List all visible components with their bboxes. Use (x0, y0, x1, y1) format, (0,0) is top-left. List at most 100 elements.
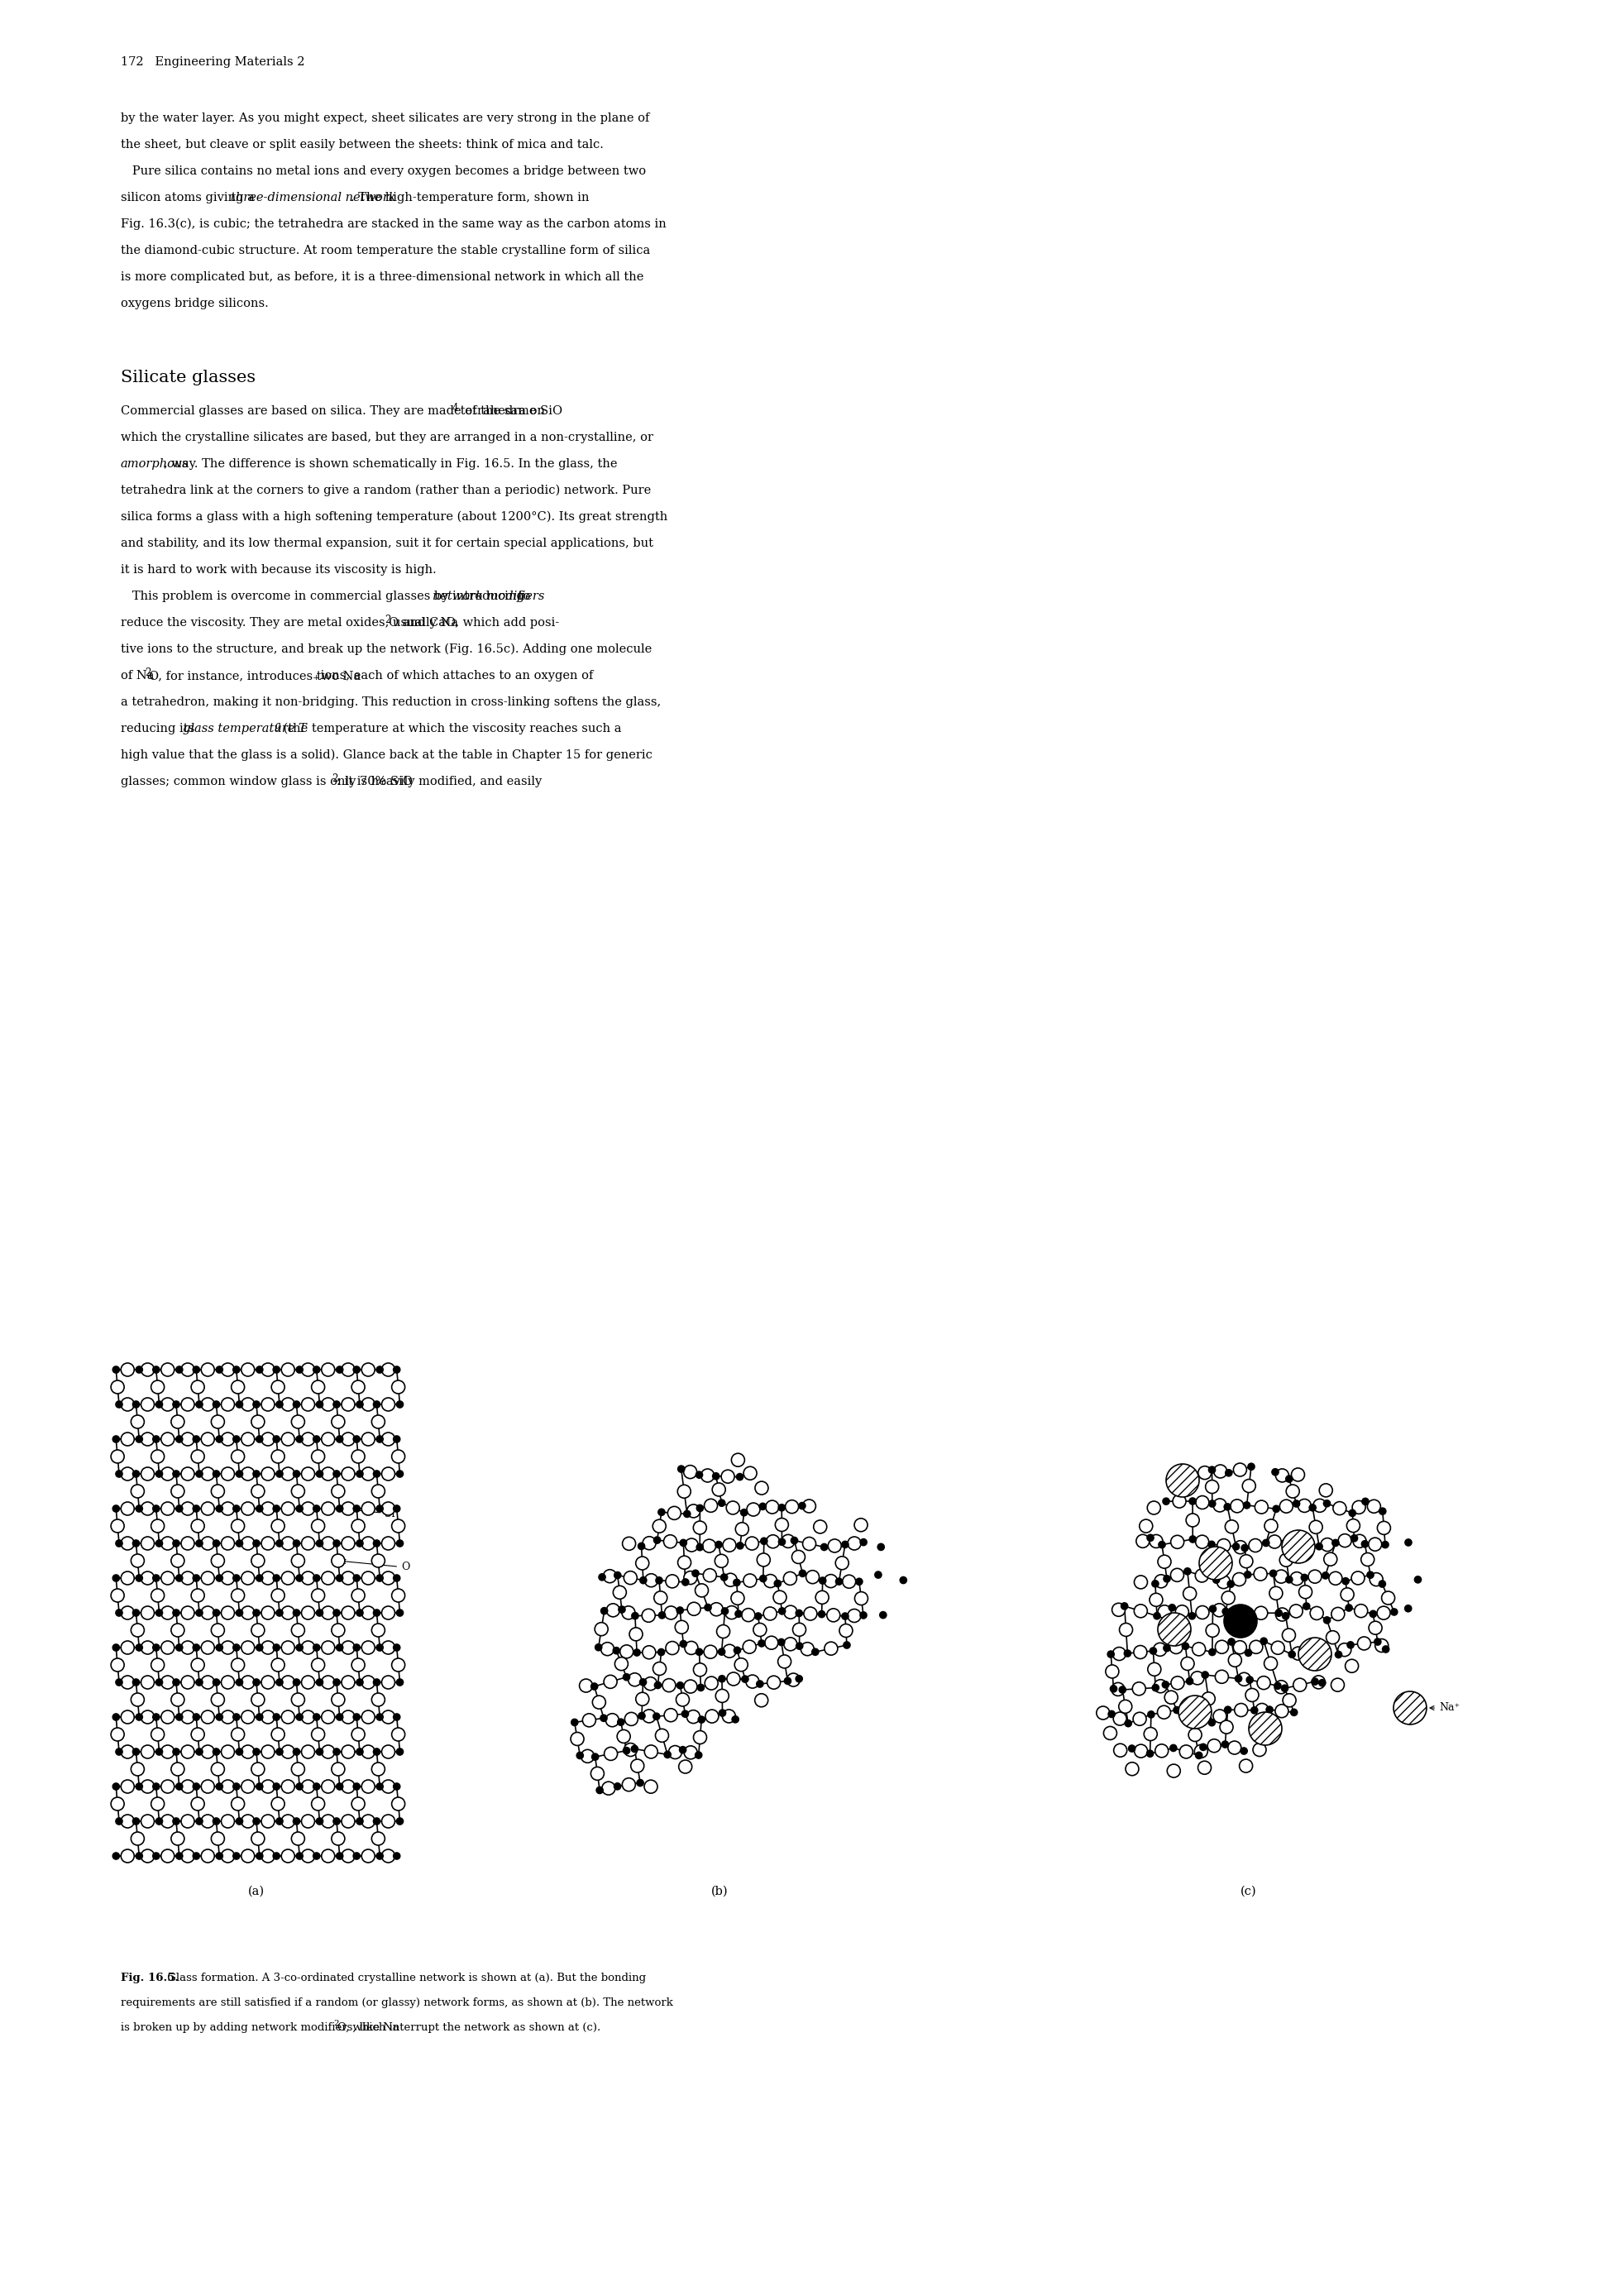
Circle shape (316, 1818, 322, 1825)
Circle shape (242, 1779, 255, 1793)
Circle shape (1134, 1605, 1147, 1619)
Circle shape (1170, 1536, 1184, 1548)
Circle shape (116, 1609, 122, 1616)
Text: the sheet, but cleave or split easily between the sheets: think of mica and talc: the sheet, but cleave or split easily be… (121, 140, 603, 152)
Circle shape (193, 1644, 200, 1651)
Circle shape (1195, 1605, 1208, 1619)
Circle shape (633, 1649, 640, 1655)
Circle shape (293, 1678, 300, 1685)
Circle shape (316, 1609, 322, 1616)
Circle shape (656, 1729, 669, 1743)
Text: three-dimensional network: three-dimensional network (230, 193, 396, 204)
Circle shape (171, 1832, 184, 1846)
Circle shape (172, 1818, 179, 1825)
Circle shape (818, 1577, 825, 1584)
Circle shape (361, 1570, 375, 1584)
Circle shape (691, 1570, 699, 1577)
Text: 2: 2 (385, 615, 390, 625)
Circle shape (1274, 1681, 1287, 1694)
Circle shape (235, 1609, 243, 1616)
Circle shape (814, 1520, 826, 1534)
Circle shape (161, 1607, 174, 1619)
Circle shape (221, 1711, 234, 1724)
Circle shape (1281, 1685, 1287, 1692)
Circle shape (353, 1713, 359, 1720)
Circle shape (337, 1366, 343, 1373)
Circle shape (234, 1435, 240, 1442)
Circle shape (321, 1642, 335, 1653)
Circle shape (230, 1380, 245, 1394)
Circle shape (693, 1520, 706, 1534)
Circle shape (374, 1541, 380, 1548)
Circle shape (847, 1609, 860, 1623)
Circle shape (377, 1506, 383, 1513)
Text: This problem is overcome in commercial glasses by introducing: This problem is overcome in commercial g… (121, 590, 528, 602)
Circle shape (614, 1573, 620, 1580)
Circle shape (271, 1658, 285, 1671)
Circle shape (693, 1731, 706, 1745)
Circle shape (712, 1483, 725, 1497)
Circle shape (111, 1449, 124, 1463)
Circle shape (1133, 1713, 1145, 1727)
Text: g: g (274, 721, 280, 730)
Circle shape (681, 1580, 688, 1587)
Circle shape (201, 1779, 214, 1793)
Circle shape (372, 1486, 385, 1497)
Circle shape (235, 1818, 243, 1825)
Circle shape (121, 1570, 134, 1584)
Circle shape (253, 1678, 259, 1685)
Circle shape (301, 1779, 314, 1793)
Circle shape (1405, 1538, 1411, 1545)
Circle shape (701, 1469, 714, 1483)
Circle shape (192, 1589, 205, 1603)
Circle shape (316, 1401, 322, 1407)
Circle shape (342, 1779, 354, 1793)
Circle shape (767, 1676, 780, 1690)
Circle shape (677, 1557, 691, 1568)
Circle shape (213, 1469, 219, 1476)
Circle shape (161, 1570, 174, 1584)
Circle shape (311, 1658, 324, 1671)
Circle shape (242, 1570, 255, 1584)
Circle shape (242, 1364, 255, 1375)
Circle shape (235, 1750, 243, 1754)
Circle shape (342, 1570, 354, 1584)
Circle shape (221, 1467, 234, 1481)
Text: +: + (313, 675, 319, 682)
Circle shape (820, 1543, 826, 1550)
Text: which the crystalline silicates are based, but they are arranged in a non-crysta: which the crystalline silicates are base… (121, 432, 652, 443)
Circle shape (113, 1506, 119, 1513)
Circle shape (356, 1469, 362, 1476)
Circle shape (156, 1541, 163, 1548)
Circle shape (1379, 1580, 1385, 1587)
Circle shape (292, 1692, 304, 1706)
Circle shape (796, 1676, 802, 1683)
Circle shape (1221, 1607, 1229, 1614)
Circle shape (176, 1366, 182, 1373)
Circle shape (234, 1784, 240, 1791)
Circle shape (1390, 1609, 1397, 1616)
Circle shape (1286, 1486, 1298, 1497)
Circle shape (765, 1637, 778, 1649)
Circle shape (823, 1575, 838, 1587)
Circle shape (1221, 1591, 1234, 1605)
Circle shape (211, 1623, 224, 1637)
Circle shape (176, 1853, 182, 1860)
Circle shape (578, 1678, 593, 1692)
Circle shape (221, 1364, 234, 1375)
Circle shape (1228, 1580, 1234, 1587)
Circle shape (702, 1538, 715, 1552)
Circle shape (1381, 1541, 1387, 1548)
Circle shape (321, 1848, 335, 1862)
Circle shape (353, 1366, 359, 1373)
Circle shape (698, 1717, 704, 1722)
Circle shape (313, 1853, 319, 1860)
Circle shape (1250, 1706, 1257, 1713)
Circle shape (696, 1472, 702, 1479)
Circle shape (132, 1609, 139, 1616)
Circle shape (140, 1745, 155, 1759)
Circle shape (316, 1750, 322, 1754)
Circle shape (251, 1692, 264, 1706)
Circle shape (153, 1435, 159, 1442)
Circle shape (393, 1784, 400, 1791)
